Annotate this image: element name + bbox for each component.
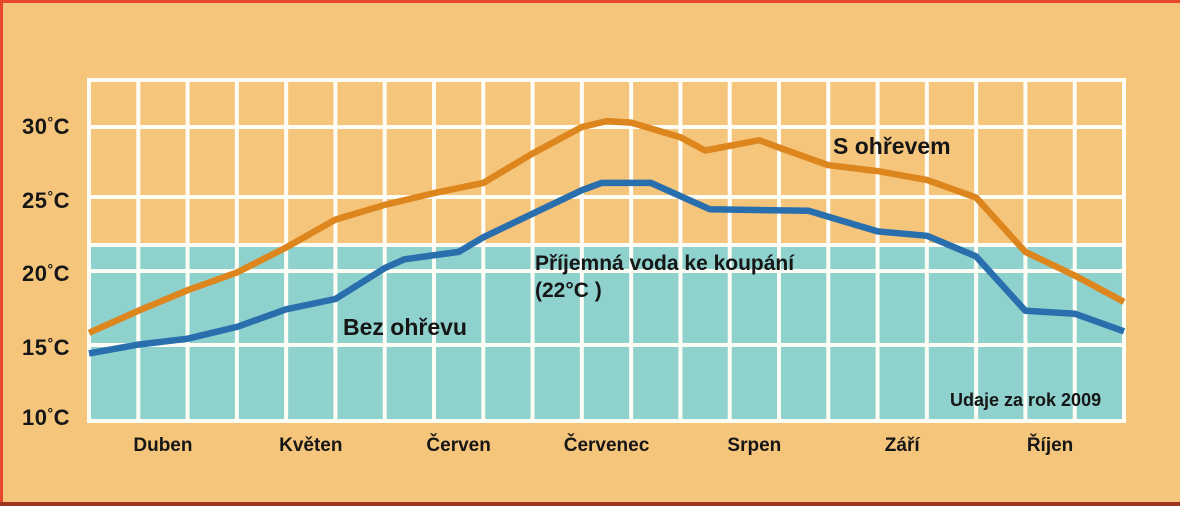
y-axis-label-30: 30°C [22, 114, 70, 139]
x-axis-label-1: Květen [279, 435, 343, 456]
frame-border-top [0, 0, 1180, 3]
series-line-heated [87, 117, 1126, 336]
degree-symbol: ° [47, 334, 54, 351]
x-axis-label-3: Červenec [563, 435, 650, 456]
series-line-unheated [88, 179, 1126, 357]
degree-symbol: ° [47, 405, 54, 421]
y-axis-label-10: 10°C [22, 405, 70, 430]
degree-symbol: ° [47, 187, 54, 204]
comfort-zone-label-line2: (22°C ) [535, 279, 602, 302]
x-axis-label-4: Srpen [727, 435, 782, 456]
source-note: Udaje za rok 2009 [950, 390, 1102, 410]
y-axis-label-20: 20°C [22, 261, 70, 286]
frame-border-bottom [0, 502, 1180, 506]
y-axis-label-25: 25°C [22, 187, 70, 213]
comfort-zone-label-line1: Příjemná voda ke koupání [535, 252, 795, 275]
comfort-zone-label: Příjemná voda ke koupání (22°C ) [535, 250, 794, 304]
x-axis-label-2: Červen [426, 435, 491, 456]
degree-symbol: ° [47, 114, 54, 130]
frame-border-left [0, 0, 3, 506]
degree-symbol: ° [47, 261, 54, 277]
series-label-heated: S ohřevem [833, 133, 951, 159]
x-axis-label-5: Září [884, 435, 920, 456]
x-axis-label-6: Říjen [1026, 435, 1074, 456]
y-axis-label-15: 15°C [22, 334, 70, 360]
series-label-unheated: Bez ohřevu [343, 314, 467, 340]
comfort-zone-area [87, 244, 1126, 419]
x-axis-label-0: Duben [133, 435, 193, 456]
